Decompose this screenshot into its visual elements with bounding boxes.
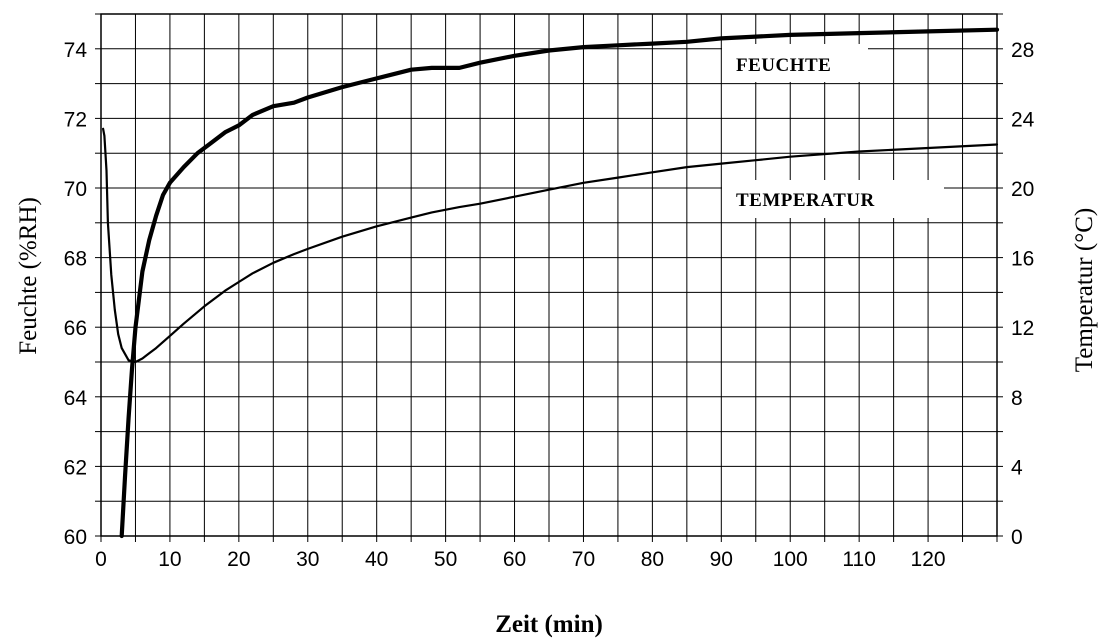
temperatur-label-background <box>722 180 944 218</box>
y-left-tick-label: 74 <box>64 39 88 62</box>
x-axis-title: Zeit (min) <box>495 611 603 638</box>
y-right-tick-label: 8 <box>1011 387 1023 410</box>
series-layer <box>101 27 1000 539</box>
humidity-series-line <box>119 27 1000 539</box>
y-axis-right-title: Temperatur (°C) <box>1071 208 1098 372</box>
y-right-tick-label: 24 <box>1011 108 1035 131</box>
y-right-tick-label: 12 <box>1011 317 1034 340</box>
x-tick-label: 120 <box>911 548 946 571</box>
y-axis-left-title: Feuchte (%RH) <box>15 197 42 355</box>
y-right-tick-label: 16 <box>1011 248 1034 271</box>
y-left-tick-label: 72 <box>64 108 87 131</box>
y-right-tick-label: 20 <box>1011 178 1034 201</box>
y-left-tick-label: 60 <box>64 526 87 549</box>
x-tick-label: 60 <box>503 548 526 571</box>
x-tick-label: 90 <box>710 548 733 571</box>
tick-labels: 0 10 20 30 40 50 60 70 80 90 100 110 120606264666870… <box>64 39 1035 571</box>
temperature-series-line <box>101 127 999 364</box>
x-tick-label: 40 <box>365 548 388 571</box>
x-tick-label: 110 <box>842 548 875 571</box>
y-right-tick-label: 28 <box>1011 39 1034 62</box>
x-tick-label: 10 <box>158 548 181 571</box>
feuchte-label-background <box>722 44 868 82</box>
y-left-tick-label: 66 <box>64 317 87 340</box>
temperatur-label: TEMPERATUR <box>736 190 875 211</box>
y-left-tick-label: 70 <box>64 178 87 201</box>
x-tick-label: 80 <box>641 548 664 571</box>
y-right-tick-label: 4 <box>1011 456 1023 479</box>
x-tick-label: 100 <box>773 548 808 571</box>
x-tick-label: 50 <box>434 548 457 571</box>
y-left-tick-label: 64 <box>64 387 88 410</box>
x-tick-label: 70 <box>572 548 595 571</box>
x-tick-label: 0 <box>95 548 107 571</box>
y-left-tick-label: 68 <box>64 248 87 271</box>
y-right-tick-label: 0 <box>1011 526 1023 549</box>
x-tick-label: 20 <box>227 548 250 571</box>
feuchte-label: FEUCHTE <box>736 55 831 76</box>
x-tick-label: 30 <box>296 548 319 571</box>
grid <box>95 13 1003 542</box>
y-left-tick-label: 62 <box>64 456 87 479</box>
